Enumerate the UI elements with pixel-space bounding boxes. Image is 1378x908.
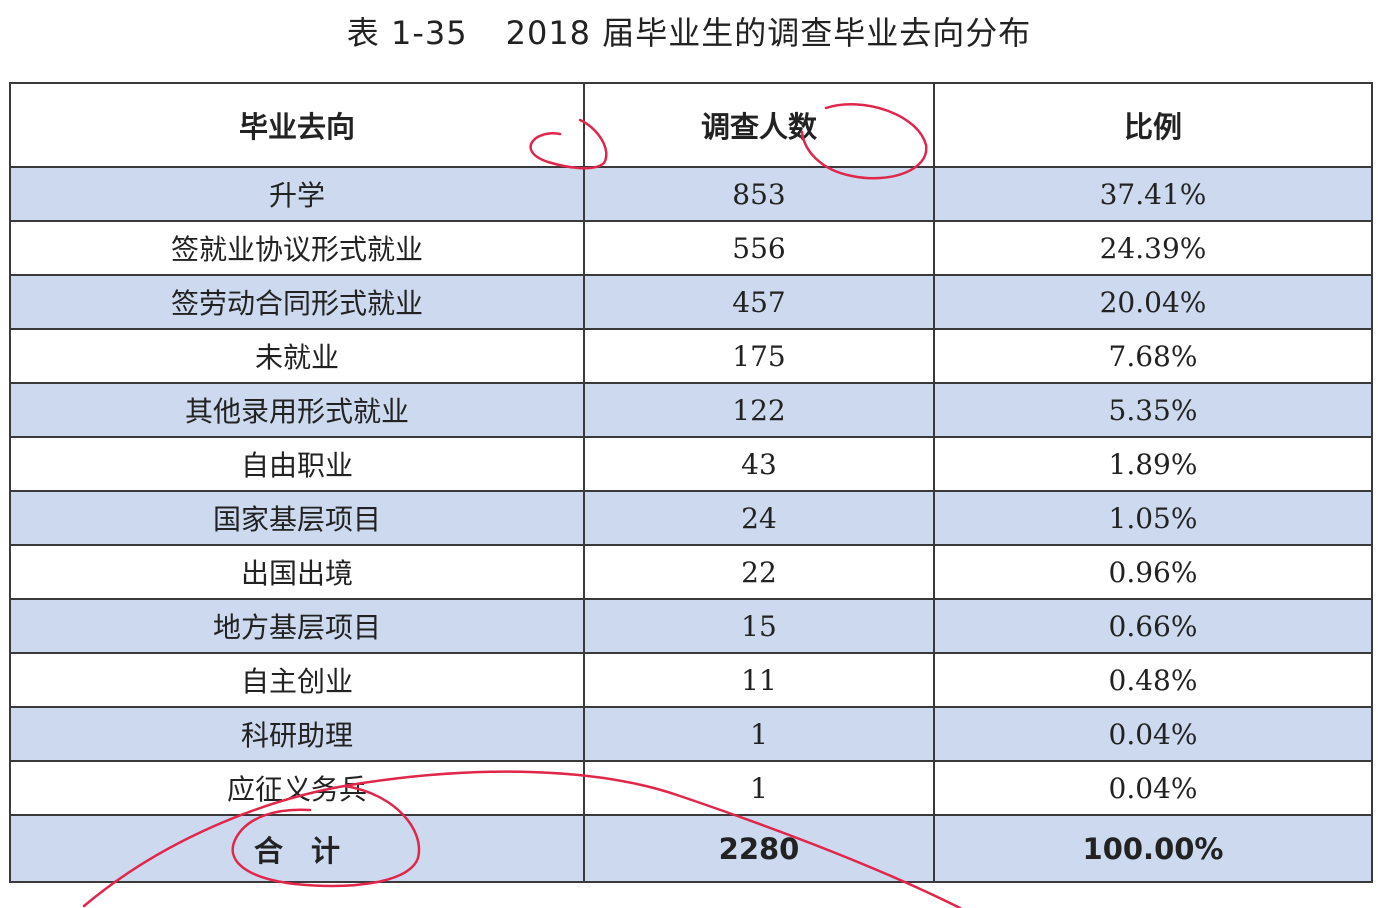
destination-cell: 科研助理 [9,706,585,762]
table-caption: 表 1-35 2018 届毕业生的调查毕业去向分布 [0,8,1378,54]
ratio-cell: 0.04% [933,760,1373,816]
count-cell: 43 [583,436,935,492]
destination-cell: 签劳动合同形式就业 [9,274,585,330]
table-number: 表 1-35 [346,14,468,52]
total-label: 合计 [253,833,368,868]
ratio-cell: 20.04% [933,274,1373,330]
destination-cell: 自由职业 [9,436,585,492]
table-row: 科研助理 1 0.04% [9,706,1373,762]
total-ratio-cell: 100.00% [933,814,1373,883]
ratio-cell: 0.66% [933,598,1373,654]
table-row: 应征义务兵 1 0.04% [9,760,1373,816]
ratio-cell: 5.35% [933,382,1373,438]
table-row: 签劳动合同形式就业 457 20.04% [9,274,1373,330]
ratio-cell: 24.39% [933,220,1373,276]
header-destination: 毕业去向 [9,82,585,168]
table-row: 其他录用形式就业 122 5.35% [9,382,1373,438]
ratio-cell: 1.89% [933,436,1373,492]
ratio-cell: 0.48% [933,652,1373,708]
table-row: 出国出境 22 0.96% [9,544,1373,600]
count-cell: 1 [583,706,935,762]
destination-cell: 出国出境 [9,544,585,600]
count-cell: 556 [583,220,935,276]
total-count-cell: 2280 [583,814,935,883]
count-cell: 175 [583,328,935,384]
destination-cell: 地方基层项目 [9,598,585,654]
ratio-cell: 37.41% [933,166,1373,222]
count-cell: 853 [583,166,935,222]
header-count: 调查人数 [583,82,935,168]
total-label-cell: 合计 [9,814,585,883]
ratio-cell: 1.05% [933,490,1373,546]
table-row: 国家基层项目 24 1.05% [9,490,1373,546]
header-row: 毕业去向 调查人数 比例 [9,82,1373,168]
ratio-cell: 0.96% [933,544,1373,600]
table-row: 签就业协议形式就业 556 24.39% [9,220,1373,276]
count-cell: 15 [583,598,935,654]
destination-cell: 其他录用形式就业 [9,382,585,438]
destination-cell: 自主创业 [9,652,585,708]
table-row: 自主创业 11 0.48% [9,652,1373,708]
destination-cell: 升学 [9,166,585,222]
destination-cell: 签就业协议形式就业 [9,220,585,276]
count-cell: 1 [583,760,935,816]
ratio-cell: 0.04% [933,706,1373,762]
header-ratio: 比例 [933,82,1373,168]
table-title: 2018 届毕业生的调查毕业去向分布 [505,14,1032,52]
total-row: 合计 2280 100.00% [9,814,1373,883]
count-cell: 457 [583,274,935,330]
destination-cell: 未就业 [9,328,585,384]
table-row: 地方基层项目 15 0.66% [9,598,1373,654]
table-row: 未就业 175 7.68% [9,328,1373,384]
count-cell: 11 [583,652,935,708]
count-cell: 22 [583,544,935,600]
count-cell: 24 [583,490,935,546]
table-row: 自由职业 43 1.89% [9,436,1373,492]
destination-cell: 国家基层项目 [9,490,585,546]
destination-table: 毕业去向 调查人数 比例 升学 853 37.41% 签就业协议形式就业 556… [9,82,1373,883]
destination-cell: 应征义务兵 [9,760,585,816]
table-row: 升学 853 37.41% [9,166,1373,222]
count-cell: 122 [583,382,935,438]
ratio-cell: 7.68% [933,328,1373,384]
